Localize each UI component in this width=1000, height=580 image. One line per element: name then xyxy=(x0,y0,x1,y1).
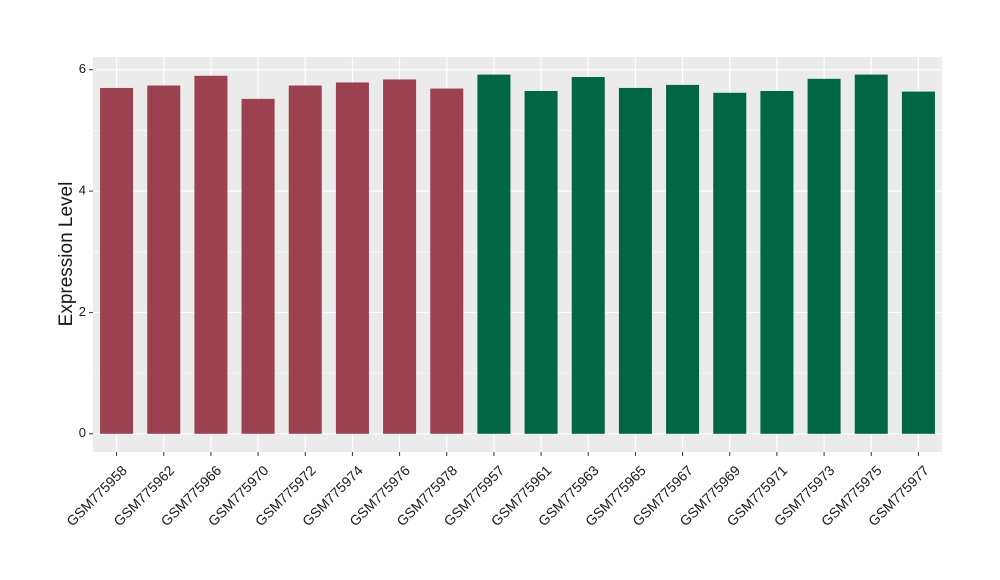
bar xyxy=(383,79,417,434)
bar xyxy=(807,78,841,434)
bar xyxy=(194,75,228,434)
bar xyxy=(760,90,794,434)
y-axis-label: Expression Level xyxy=(56,182,77,327)
y-tick-label: 2 xyxy=(79,304,86,319)
y-tick-label: 6 xyxy=(79,61,86,76)
bar xyxy=(618,87,652,434)
bar xyxy=(335,82,369,434)
bar xyxy=(430,88,464,434)
bar xyxy=(666,84,700,434)
bar xyxy=(524,90,558,434)
bar xyxy=(571,77,605,434)
y-tick-label: 4 xyxy=(79,183,86,198)
plot-panel xyxy=(93,57,942,452)
bar xyxy=(477,74,511,434)
bar xyxy=(241,98,275,434)
y-tick-label: 0 xyxy=(79,425,86,440)
bar xyxy=(901,91,935,434)
bar xyxy=(713,92,747,434)
bar xyxy=(288,85,322,434)
bar xyxy=(854,74,888,434)
bar xyxy=(100,87,134,434)
bar xyxy=(147,85,181,434)
